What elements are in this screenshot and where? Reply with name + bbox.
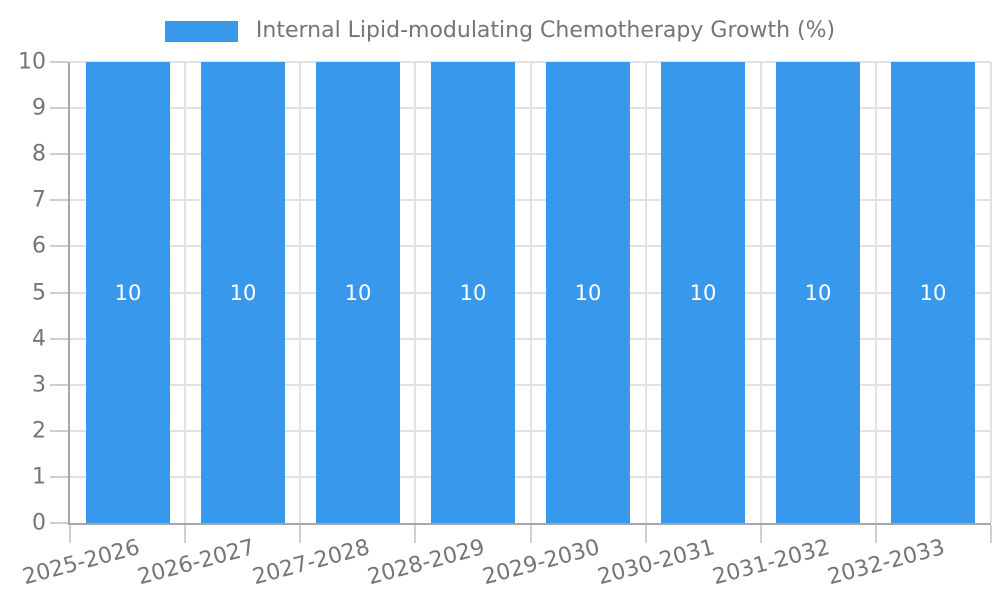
bar-value-label: 10 <box>919 281 947 305</box>
y-tick-label: 3 <box>32 372 46 398</box>
y-axis-tick <box>50 338 68 340</box>
y-tick-label: 5 <box>32 280 46 306</box>
y-axis-tick <box>50 61 68 63</box>
y-tick-label: 8 <box>32 141 46 167</box>
x-tick-label: 2028-2029 <box>365 535 488 591</box>
v-gridline <box>530 62 532 523</box>
v-gridline <box>760 62 762 523</box>
x-axis-tick <box>645 525 647 543</box>
bar[interactable] <box>661 62 745 523</box>
x-tick-label: 2026-2027 <box>135 535 258 591</box>
bar-value-label: 10 <box>344 281 372 305</box>
y-axis-tick <box>50 107 68 109</box>
y-axis-tick <box>50 292 68 294</box>
y-axis-tick <box>50 245 68 247</box>
x-axis-tick <box>184 525 186 543</box>
y-axis-line <box>68 62 70 525</box>
bar-value-label: 10 <box>574 281 602 305</box>
bar[interactable] <box>201 62 285 523</box>
y-tick-label: 1 <box>32 464 46 490</box>
bar-value-label: 10 <box>459 281 487 305</box>
y-tick-label: 4 <box>32 326 46 352</box>
x-tick-label: 2025-2026 <box>20 535 143 591</box>
y-tick-label: 0 <box>32 510 46 536</box>
y-tick-label: 7 <box>32 187 46 213</box>
x-tick-label: 2027-2028 <box>250 535 373 591</box>
x-tick-label: 2029-2030 <box>480 535 603 591</box>
bar[interactable] <box>891 62 975 523</box>
y-tick-label: 10 <box>18 49 46 75</box>
y-tick-label: 2 <box>32 418 46 444</box>
y-tick-label: 9 <box>32 95 46 121</box>
bar[interactable] <box>86 62 170 523</box>
x-tick-label: 2031-2032 <box>710 535 833 591</box>
legend-swatch <box>164 20 238 42</box>
v-gridline <box>990 62 992 523</box>
bar-value-label: 10 <box>804 281 832 305</box>
v-gridline <box>414 62 416 523</box>
x-tick-label: 2032-2033 <box>825 535 948 591</box>
v-gridline <box>875 62 877 523</box>
x-axis-tick <box>69 525 71 543</box>
x-axis-tick <box>875 525 877 543</box>
x-axis-tick <box>299 525 301 543</box>
bar[interactable] <box>546 62 630 523</box>
x-axis-line <box>68 523 991 525</box>
legend-label: Internal Lipid-modulating Chemotherapy G… <box>255 18 836 43</box>
bar-value-label: 10 <box>229 281 257 305</box>
y-axis-tick <box>50 522 68 524</box>
x-tick-label: 2030-2031 <box>595 535 718 591</box>
x-axis-tick <box>760 525 762 543</box>
y-axis-tick <box>50 476 68 478</box>
x-axis-tick <box>530 525 532 543</box>
y-axis-tick <box>50 199 68 201</box>
x-axis-tick <box>414 525 416 543</box>
v-gridline <box>645 62 647 523</box>
bar[interactable] <box>431 62 515 523</box>
y-axis-tick <box>50 430 68 432</box>
y-axis-tick <box>50 153 68 155</box>
bar[interactable] <box>776 62 860 523</box>
bar-value-label: 10 <box>689 281 717 305</box>
v-gridline <box>184 62 186 523</box>
chart-legend[interactable]: Internal Lipid-modulating Chemotherapy G… <box>0 16 1000 46</box>
bar[interactable] <box>316 62 400 523</box>
v-gridline <box>299 62 301 523</box>
y-axis-tick <box>50 384 68 386</box>
x-axis-tick <box>990 525 992 543</box>
y-tick-label: 6 <box>32 233 46 259</box>
bar-value-label: 10 <box>114 281 142 305</box>
